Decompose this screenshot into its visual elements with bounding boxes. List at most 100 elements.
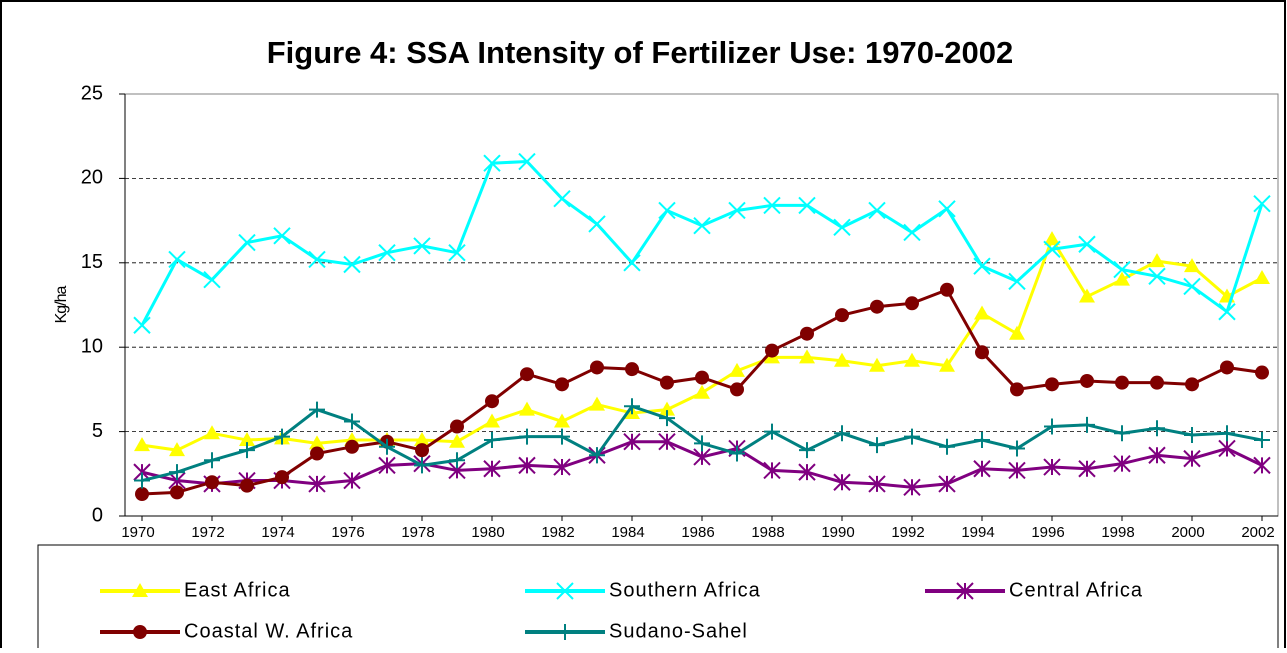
marker [484, 413, 500, 428]
marker [1114, 425, 1130, 442]
x-tick-label: 1994 [961, 524, 994, 541]
marker [1150, 375, 1164, 390]
marker [659, 410, 675, 427]
marker [870, 299, 884, 314]
marker [868, 475, 886, 493]
marker [170, 485, 184, 500]
marker [904, 352, 920, 367]
marker [939, 357, 955, 372]
marker [1184, 258, 1200, 273]
marker [729, 445, 745, 462]
y-tick-label: 25 [81, 82, 103, 104]
marker [833, 473, 851, 491]
y-tick-label: 20 [81, 167, 103, 189]
marker [308, 475, 326, 493]
marker [1043, 458, 1061, 476]
marker [730, 382, 744, 397]
marker [344, 413, 360, 430]
marker [520, 367, 534, 382]
marker [904, 428, 920, 445]
marker [485, 394, 499, 409]
marker [693, 448, 711, 466]
marker [378, 456, 396, 475]
marker [588, 215, 606, 233]
marker [624, 398, 640, 415]
marker [800, 326, 814, 341]
marker [1113, 454, 1131, 473]
marker [956, 582, 974, 600]
y-tick-label: 0 [92, 504, 103, 526]
marker [310, 446, 324, 461]
y-tick-label: 10 [81, 335, 103, 357]
marker [659, 401, 675, 416]
marker [940, 282, 954, 297]
marker [799, 349, 815, 364]
marker [1149, 420, 1165, 437]
x-tick-label: 1980 [471, 524, 504, 541]
marker [1183, 277, 1201, 296]
marker [1254, 432, 1270, 449]
marker [905, 296, 919, 311]
marker [483, 154, 501, 172]
marker [345, 439, 359, 454]
marker [1254, 269, 1270, 284]
marker [415, 443, 429, 458]
marker [518, 152, 536, 171]
marker [693, 216, 711, 235]
legend-box [37, 544, 1279, 653]
x-tick-label: 1984 [611, 524, 644, 541]
marker [1255, 365, 1269, 380]
marker [869, 437, 885, 454]
x-tick-label: 1990 [821, 524, 854, 541]
marker [1115, 375, 1129, 390]
marker [1008, 272, 1026, 291]
marker [378, 243, 396, 262]
marker [204, 425, 220, 440]
marker [834, 425, 850, 442]
x-tick-label: 1986 [681, 524, 714, 541]
marker [1148, 267, 1166, 286]
x-tick-label: 1982 [541, 524, 574, 541]
marker [238, 233, 256, 252]
marker [1044, 231, 1060, 246]
marker [557, 624, 573, 640]
marker [658, 201, 676, 220]
marker [133, 625, 147, 639]
marker [834, 352, 850, 367]
marker [1219, 425, 1235, 442]
marker [764, 423, 780, 440]
marker [660, 375, 674, 390]
marker [589, 396, 605, 411]
marker [449, 433, 465, 448]
marker [413, 237, 431, 255]
marker [169, 442, 185, 457]
y-axis-label: Kg/ha [53, 285, 70, 323]
marker [1045, 377, 1059, 392]
marker [133, 316, 151, 334]
x-tick-label: 2002 [1241, 524, 1274, 541]
marker [343, 255, 361, 274]
marker [239, 442, 255, 459]
marker [938, 475, 956, 493]
marker [379, 438, 395, 455]
marker [519, 401, 535, 416]
marker [1149, 253, 1165, 268]
marker [554, 428, 570, 445]
marker [169, 464, 185, 481]
marker [1008, 461, 1026, 480]
y-tick-label: 15 [81, 251, 103, 273]
x-tick-label: 1988 [751, 524, 784, 541]
marker [1043, 240, 1061, 259]
marker [519, 428, 535, 445]
marker [1044, 418, 1060, 435]
marker [1218, 303, 1236, 321]
marker [1009, 440, 1025, 457]
marker [308, 250, 326, 269]
x-tick-label: 1972 [191, 524, 224, 541]
marker [553, 189, 571, 208]
marker [135, 487, 149, 502]
chart-title: Figure 4: SSA Intensity of Fertilizer Us… [267, 35, 1014, 70]
marker [658, 433, 676, 451]
marker [729, 362, 745, 377]
marker [309, 401, 325, 418]
